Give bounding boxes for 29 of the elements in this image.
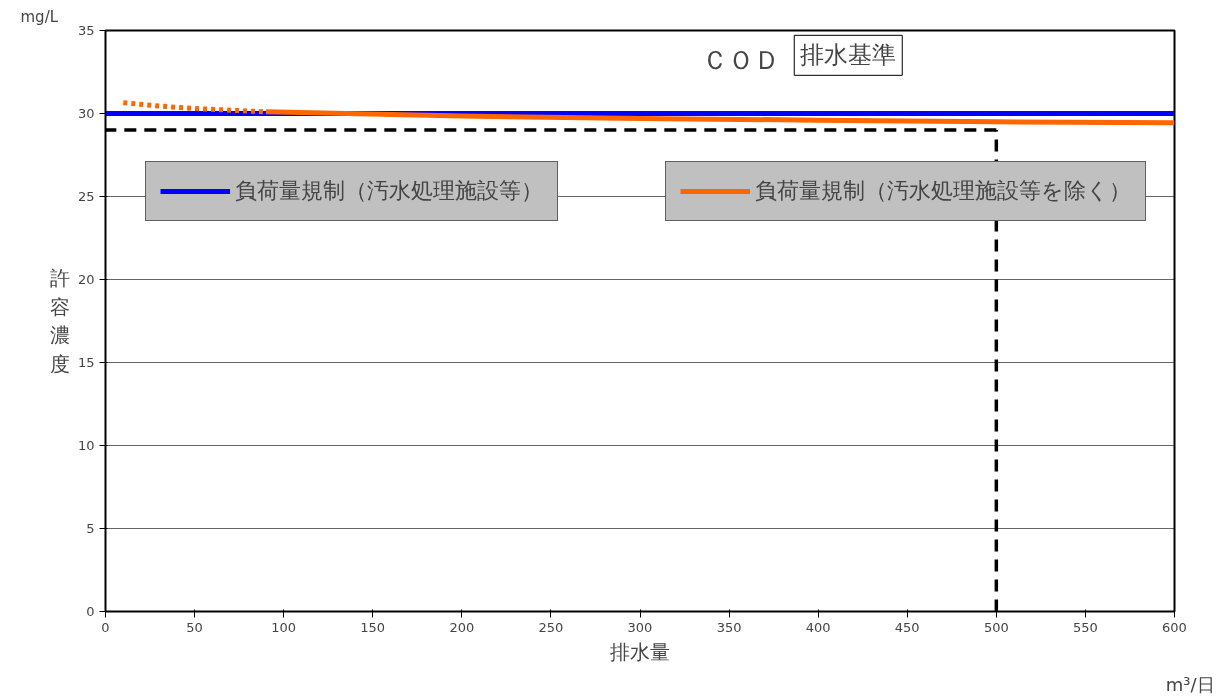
x-tick-label: 50	[186, 619, 203, 635]
x-tick-label: 300	[627, 619, 653, 635]
x-tick-label: 600	[1162, 619, 1187, 635]
y-axis-title: 許容濃度	[49, 265, 70, 377]
x-tick-label: 550	[1073, 619, 1098, 635]
text: mg/L	[20, 7, 59, 26]
y-tick-label: 0	[86, 604, 95, 619]
text: m³/日	[1165, 673, 1215, 695]
x-tick-label: 0	[101, 619, 110, 635]
y-tick-label: 25	[77, 189, 95, 204]
legend-label: 負荷量規制（汚水処理施設等を除く）	[755, 177, 1131, 205]
x-tick-label: 100	[271, 619, 297, 635]
y-tick-label: 20	[77, 272, 95, 287]
y-tick-label: 30	[77, 106, 95, 121]
x-tick-label: 400	[805, 619, 831, 635]
x-tick-label: 250	[538, 619, 564, 635]
y-tick-label: 5	[86, 521, 95, 536]
y-tick-label: 15	[77, 355, 95, 370]
y-tick-label: 35	[77, 23, 95, 38]
x-axis-title: 排水量	[610, 639, 670, 664]
x-tick-label: 200	[449, 619, 475, 635]
y-tick-label: 10	[77, 438, 95, 453]
legend-label: 負荷量規制（汚水処理施設等）	[235, 177, 543, 205]
annotation: 排水基準	[800, 41, 897, 70]
x-tick-label: 450	[894, 619, 920, 635]
x-tick-label: 350	[716, 619, 742, 635]
x-tick-label: 500	[983, 619, 1009, 635]
x-tick-label: 150	[360, 619, 386, 635]
annotation: ＣＯＤ	[702, 45, 781, 76]
